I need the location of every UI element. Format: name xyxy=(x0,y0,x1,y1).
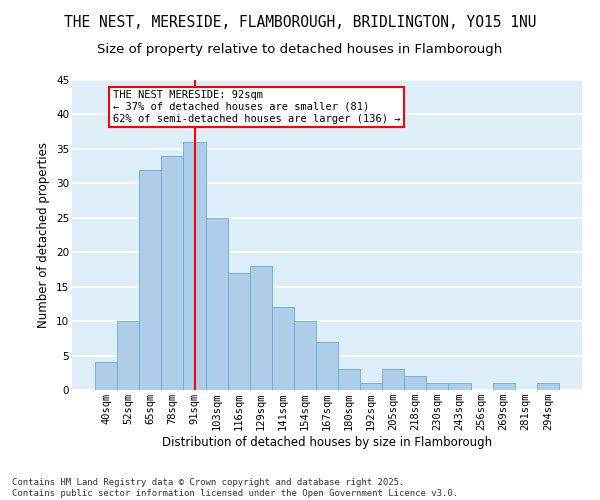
Bar xyxy=(139,170,161,390)
Text: Contains HM Land Registry data © Crown copyright and database right 2025.
Contai: Contains HM Land Registry data © Crown c… xyxy=(12,478,458,498)
Bar xyxy=(227,273,250,390)
X-axis label: Distribution of detached houses by size in Flamborough: Distribution of detached houses by size … xyxy=(162,436,492,449)
Bar xyxy=(294,321,316,390)
Bar xyxy=(250,266,272,390)
Y-axis label: Number of detached properties: Number of detached properties xyxy=(37,142,50,328)
Bar xyxy=(493,383,515,390)
Bar xyxy=(272,308,294,390)
Bar xyxy=(338,370,360,390)
Text: Size of property relative to detached houses in Flamborough: Size of property relative to detached ho… xyxy=(97,42,503,56)
Bar xyxy=(316,342,338,390)
Bar xyxy=(404,376,427,390)
Bar xyxy=(537,383,559,390)
Bar xyxy=(161,156,184,390)
Bar xyxy=(184,142,206,390)
Bar xyxy=(95,362,117,390)
Bar xyxy=(360,383,382,390)
Text: THE NEST, MERESIDE, FLAMBOROUGH, BRIDLINGTON, YO15 1NU: THE NEST, MERESIDE, FLAMBOROUGH, BRIDLIN… xyxy=(64,15,536,30)
Text: THE NEST MERESIDE: 92sqm
← 37% of detached houses are smaller (81)
62% of semi-d: THE NEST MERESIDE: 92sqm ← 37% of detach… xyxy=(113,90,400,124)
Bar xyxy=(117,321,139,390)
Bar xyxy=(427,383,448,390)
Bar xyxy=(382,370,404,390)
Bar xyxy=(448,383,470,390)
Bar xyxy=(206,218,227,390)
